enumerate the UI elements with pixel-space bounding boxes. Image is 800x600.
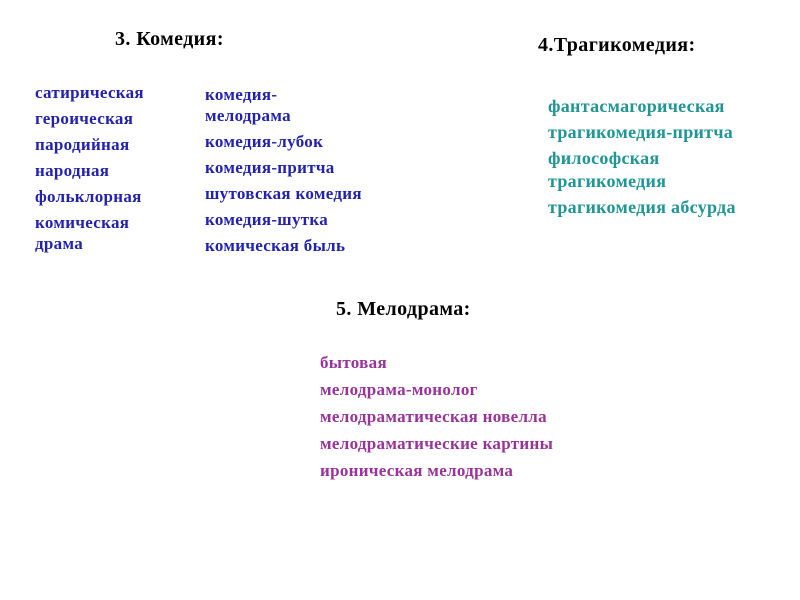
list-item: мелодраматическая новелла <box>320 407 547 426</box>
list-item: фольклорная <box>35 187 142 206</box>
list-item: сатирическая <box>35 83 144 102</box>
list-item: мелодраматические картины <box>320 434 554 453</box>
list-item: комедия-шутка <box>205 210 329 229</box>
list-item: пародийная <box>35 135 130 154</box>
list-item: шутовская комедия <box>205 184 362 203</box>
tragicomedy-heading: 4.Трагикомедия: <box>538 34 696 56</box>
melodrama-list: бытовая мелодрама-монолог мелодраматичес… <box>320 352 610 487</box>
list-item: фантасмагорическая <box>548 96 725 116</box>
list-item: комедия-лубок <box>205 132 324 151</box>
list-item: комическая драма <box>35 213 130 253</box>
list-item: комедия-притча <box>205 158 335 177</box>
list-item: бытовая <box>320 353 387 372</box>
list-item: мелодрама-монолог <box>320 380 478 399</box>
comedy-list-right: комедия- мелодрама комедия-лубок комедия… <box>205 84 405 261</box>
comedy-heading: 3. Комедия: <box>115 28 224 50</box>
list-item: философская трагикомедия <box>548 148 667 191</box>
comedy-list-left: сатирическая героическая пародийная наро… <box>35 82 205 259</box>
list-item: народная <box>35 161 110 180</box>
list-item: комическая быль <box>205 236 346 255</box>
list-item: трагикомедия-притча <box>548 122 734 142</box>
tragicomedy-list: фантасмагорическая трагикомедия-притча ф… <box>548 95 783 222</box>
list-item: трагикомедия абсурда <box>548 197 736 217</box>
list-item: героическая <box>35 109 134 128</box>
list-item: ироническая мелодрама <box>320 461 514 480</box>
melodrama-heading: 5. Мелодрама: <box>336 298 471 320</box>
list-item: комедия- мелодрама <box>205 85 291 125</box>
